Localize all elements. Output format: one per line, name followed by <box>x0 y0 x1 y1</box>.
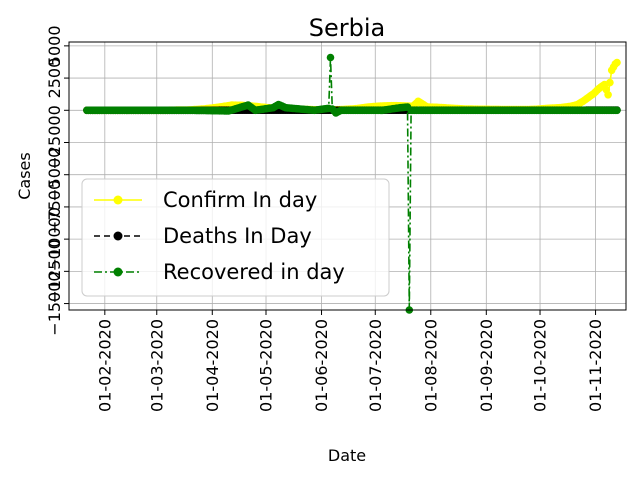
y-tick-label: −7500 <box>45 180 64 234</box>
x-tick-label: 01-04-2020 <box>203 319 222 412</box>
x-tick-label: 01-02-2020 <box>95 319 114 412</box>
y-tick-label: 0 <box>45 105 64 115</box>
data-point <box>613 106 621 115</box>
x-tick-label: 01-11-2020 <box>586 319 605 412</box>
data-point <box>326 53 335 62</box>
y-tick-label: 2500 <box>45 58 64 99</box>
legend-label: Deaths In Day <box>163 224 312 248</box>
x-axis-label: Date <box>328 446 366 465</box>
y-tick-label: −10000 <box>45 207 64 271</box>
x-tick-label: 01-09-2020 <box>477 319 496 412</box>
y-tick-label: −5000 <box>45 148 64 202</box>
legend-marker <box>113 267 123 277</box>
y-tick-label: −15000 <box>45 271 64 335</box>
legend-label: Recovered in day <box>163 260 345 284</box>
legend-marker <box>113 231 123 241</box>
data-point <box>613 58 621 67</box>
x-tick-label: 01-08-2020 <box>421 319 440 412</box>
x-tick-label: 01-07-2020 <box>366 319 385 412</box>
y-tick-label: −2500 <box>45 115 64 169</box>
plot-frame <box>68 41 627 311</box>
x-tick-label: 01-03-2020 <box>147 319 166 412</box>
data-point <box>606 78 614 87</box>
legend: Confirm In day Deaths In Day Recovered in … <box>81 178 390 297</box>
legend-marker <box>113 195 123 205</box>
x-tick-label: 01-06-2020 <box>312 319 331 412</box>
y-tick-label: 5000 <box>45 26 64 67</box>
y-axis-label: Cases <box>15 152 34 200</box>
chart-title: Serbia <box>309 14 385 42</box>
x-tick-label: 01-05-2020 <box>257 319 276 412</box>
data-point <box>604 91 612 99</box>
legend-label: Confirm In day <box>163 188 317 212</box>
y-tick-label: −12500 <box>45 239 64 303</box>
legend-box <box>81 178 390 297</box>
x-tick-label: 01-10-2020 <box>531 319 550 412</box>
series-2 <box>83 53 621 314</box>
